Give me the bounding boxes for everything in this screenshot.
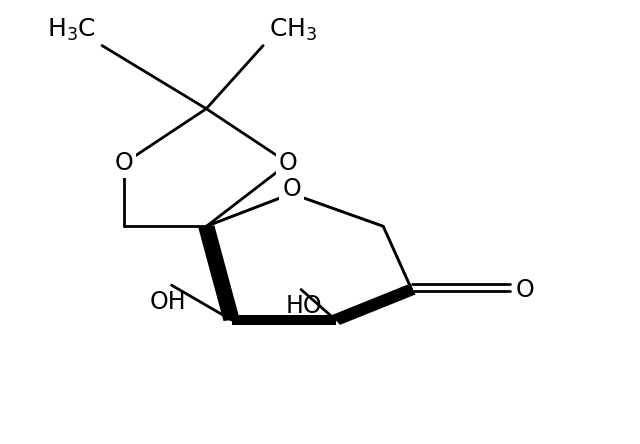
Text: O: O <box>279 151 298 175</box>
Text: $\mathregular{H_3C}$: $\mathregular{H_3C}$ <box>47 17 96 44</box>
Text: O: O <box>115 151 134 175</box>
Text: $\mathregular{CH_3}$: $\mathregular{CH_3}$ <box>269 17 317 44</box>
Polygon shape <box>232 315 336 325</box>
Text: OH: OH <box>150 289 187 313</box>
Polygon shape <box>332 285 416 325</box>
Text: HO: HO <box>286 294 323 318</box>
Polygon shape <box>198 225 239 321</box>
Text: O: O <box>516 278 534 301</box>
Text: O: O <box>282 177 301 201</box>
Polygon shape <box>206 194 412 320</box>
